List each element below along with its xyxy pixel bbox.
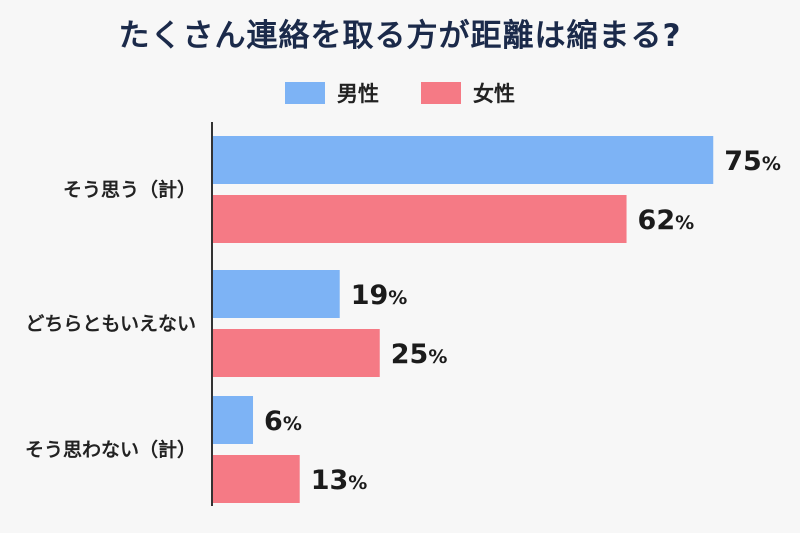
legend: 男性 女性 — [0, 78, 800, 108]
legend-swatch-male — [285, 82, 325, 104]
legend-item-female: 女性 — [421, 78, 515, 108]
bar-female — [213, 195, 627, 243]
bar-female — [213, 329, 380, 377]
bar-male — [213, 136, 714, 184]
data-label: 75% — [724, 146, 781, 177]
data-label: 13% — [311, 465, 368, 496]
legend-swatch-female — [421, 82, 461, 104]
data-label: 62% — [638, 205, 695, 236]
data-label: 19% — [351, 280, 408, 311]
data-label: 6% — [264, 406, 302, 437]
chart-title: たくさん連絡を取る方が距離は縮まる? — [118, 18, 682, 54]
category-label: どちらともいえない — [25, 313, 196, 335]
bar-male — [213, 396, 254, 444]
legend-item-male: 男性 — [285, 78, 379, 108]
category-label: そう思わない（計） — [25, 438, 196, 461]
legend-label-male: 男性 — [337, 82, 379, 106]
category-label: そう思う（計） — [63, 178, 196, 201]
bar-male — [213, 270, 340, 318]
data-label: 25% — [391, 339, 448, 370]
bar-female — [213, 455, 300, 503]
legend-label-female: 女性 — [473, 82, 515, 106]
